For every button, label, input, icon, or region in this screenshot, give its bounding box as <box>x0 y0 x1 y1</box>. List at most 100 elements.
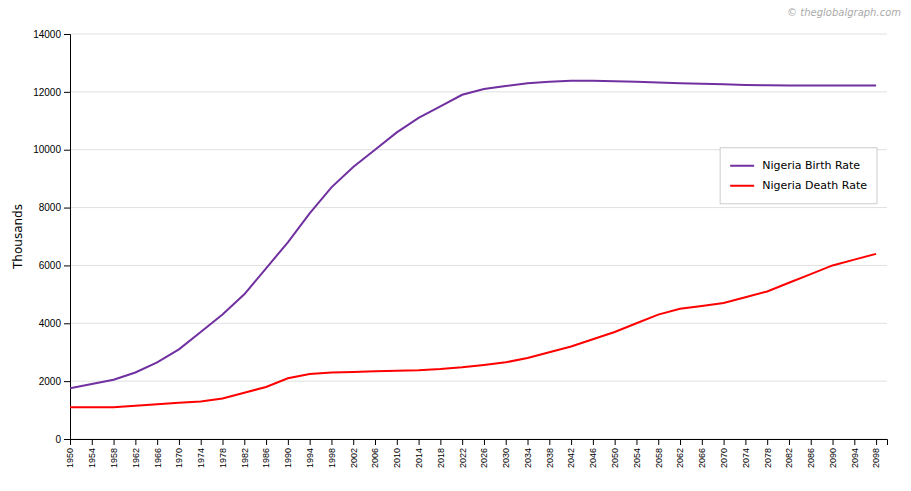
y-tick-label: 2000 <box>39 376 62 387</box>
x-tick-mark <box>266 439 267 445</box>
series-line <box>70 81 876 389</box>
x-tick-label: 2058 <box>654 448 664 468</box>
lines <box>70 81 876 407</box>
x-tick: 1962 <box>131 439 141 468</box>
x-tick-mark <box>833 439 834 445</box>
plot-area: 0200040006000800010000120001400019501954… <box>33 29 887 468</box>
x-tick-mark <box>658 439 659 445</box>
x-tick: 2050 <box>610 439 620 468</box>
y-tick-label: 8000 <box>39 202 62 213</box>
x-tick-label: 1950 <box>65 448 75 468</box>
x-tick-label: 1998 <box>327 448 337 468</box>
x-tick: 2082 <box>784 439 794 468</box>
x-tick-mark <box>223 439 224 445</box>
legend-frame <box>720 148 877 204</box>
x-tick-mark <box>876 439 877 445</box>
x-tick: 2058 <box>654 439 664 468</box>
x-tick: 2086 <box>806 439 816 468</box>
legend-item: Nigeria Birth Rate <box>730 159 860 172</box>
x-tick: 1970 <box>174 439 184 468</box>
x-tick: 2046 <box>588 439 598 468</box>
x-tick: 2074 <box>741 439 751 468</box>
grid-line <box>70 381 887 382</box>
x-tick-label: 2026 <box>479 448 489 468</box>
y-tick-mark <box>64 323 70 324</box>
x-tick: 2030 <box>501 439 511 468</box>
x-tick-mark <box>854 439 855 445</box>
x-tick-label: 1982 <box>240 448 250 468</box>
x-tick: 1954 <box>87 439 97 468</box>
x-tick-mark <box>636 439 637 445</box>
y-tick-mark <box>64 150 70 151</box>
x-tick-label: 2098 <box>871 448 881 468</box>
grid-line <box>70 91 887 92</box>
x-tick-label: 1970 <box>174 448 184 468</box>
x-tick-label: 2066 <box>697 448 707 468</box>
legend: Nigeria Birth Rate Nigeria Death Rate <box>720 148 877 204</box>
x-tick-mark <box>70 439 71 445</box>
grid <box>70 34 887 439</box>
x-tick-mark <box>310 439 311 445</box>
y-tick: 14000 <box>33 29 70 40</box>
grid-line <box>70 207 887 208</box>
x-tick: 2066 <box>697 439 707 468</box>
x-tick-label: 2030 <box>501 448 511 468</box>
x-tick: 1958 <box>109 439 119 468</box>
x-tick-label: 2094 <box>850 448 860 468</box>
y-tick: 12000 <box>33 87 70 98</box>
x-tick-label: 1994 <box>305 448 315 468</box>
x-tick: 1994 <box>305 439 315 468</box>
legend-swatch <box>730 165 754 167</box>
x-tick-mark <box>157 439 158 445</box>
x-tick-mark <box>440 439 441 445</box>
x-tick-mark <box>375 439 376 445</box>
x-tick-mark <box>397 439 398 445</box>
x-tick: 2018 <box>436 439 446 468</box>
x-tick: 1978 <box>218 439 228 468</box>
x-tick-mark <box>288 439 289 445</box>
y-tick: 0 <box>55 434 70 445</box>
x-tick-mark <box>767 439 768 445</box>
series-line <box>70 254 876 407</box>
x-tick: 2006 <box>370 439 380 468</box>
x-tick-label: 1962 <box>131 448 141 468</box>
y-tick-mark <box>64 439 70 440</box>
watermark: © theglobalgraph.com <box>787 7 901 18</box>
x-tick-mark <box>484 439 485 445</box>
x-tick: 1974 <box>196 439 206 468</box>
y-axis-title: Thousands <box>11 204 25 270</box>
x-tick-label: 2054 <box>632 448 642 468</box>
x-tick: 1966 <box>153 439 163 468</box>
x-tick: 2094 <box>850 439 860 468</box>
x-tick-mark <box>92 439 93 445</box>
y-tick: 10000 <box>33 144 70 155</box>
x-tick: 1990 <box>283 439 293 468</box>
x-tick-mark <box>811 439 812 445</box>
x-tick-label: 2090 <box>828 448 838 468</box>
x-tick: 2026 <box>479 439 489 468</box>
x-tick-label: 2034 <box>523 448 533 468</box>
x-tick: 2054 <box>632 439 642 468</box>
y-axis: 02000400060008000100001200014000 <box>33 29 70 445</box>
x-tick: 1950 <box>65 439 75 468</box>
x-tick: 2090 <box>828 439 838 468</box>
x-tick-label: 1954 <box>87 448 97 468</box>
x-tick: 1986 <box>261 439 271 468</box>
grid-line <box>70 265 887 266</box>
x-tick-label: 2086 <box>806 448 816 468</box>
y-tick-label: 6000 <box>39 260 62 271</box>
x-tick-label: 1974 <box>196 448 206 468</box>
x-tick-label: 1958 <box>109 448 119 468</box>
y-axis-line <box>64 35 71 440</box>
x-tick-label: 2010 <box>392 448 402 468</box>
legend-item: Nigeria Death Rate <box>730 179 867 192</box>
x-tick-mark <box>702 439 703 445</box>
x-tick-mark <box>462 439 463 445</box>
x-tick-label: 2022 <box>458 448 468 468</box>
x-tick-label: 2038 <box>545 448 555 468</box>
y-tick-mark <box>64 92 70 93</box>
y-tick-label: 10000 <box>33 144 61 155</box>
x-tick: 1998 <box>327 439 337 468</box>
x-tick: 2062 <box>675 439 685 468</box>
x-tick-mark <box>135 439 136 445</box>
